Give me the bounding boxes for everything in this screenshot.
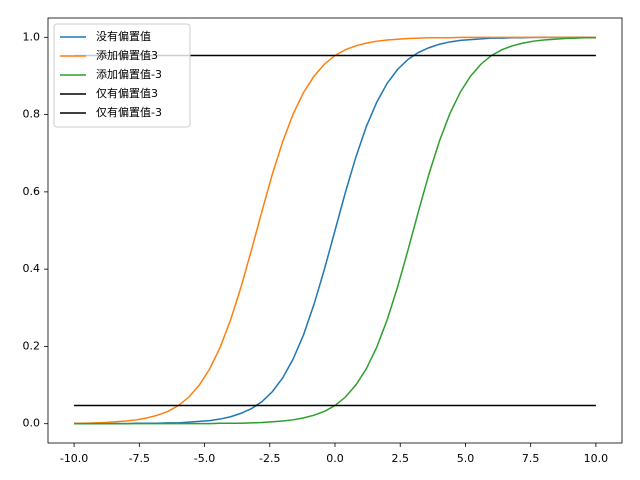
legend-label: 添加偏置值-3 (96, 67, 162, 81)
y-tick-label: 0.4 (23, 262, 41, 275)
legend-label: 仅有偏置值-3 (96, 105, 162, 119)
x-tick-label: 5.0 (457, 452, 475, 465)
legend-frame (53, 23, 191, 128)
x-tick-label: 0.0 (326, 452, 344, 465)
y-tick-label: 1.0 (23, 30, 41, 43)
x-tick-label: -2.5 (259, 452, 280, 465)
x-tick-label: -5.0 (194, 452, 215, 465)
x-tick-label: 7.5 (522, 452, 540, 465)
legend-label: 没有偏置值 (96, 29, 151, 43)
legend-label: 仅有偏置值3 (96, 86, 158, 100)
x-tick-label: 10.0 (584, 452, 609, 465)
x-tick-label: -7.5 (129, 452, 150, 465)
y-tick-label: 0.2 (23, 339, 41, 352)
y-tick-label: 0.6 (23, 185, 41, 198)
x-tick-label: -10.0 (60, 452, 88, 465)
y-tick-label: 0.8 (23, 108, 41, 121)
x-tick-label: 2.5 (391, 452, 409, 465)
y-tick-label: 0.0 (23, 417, 41, 430)
legend-label: 添加偏置值3 (96, 48, 158, 62)
